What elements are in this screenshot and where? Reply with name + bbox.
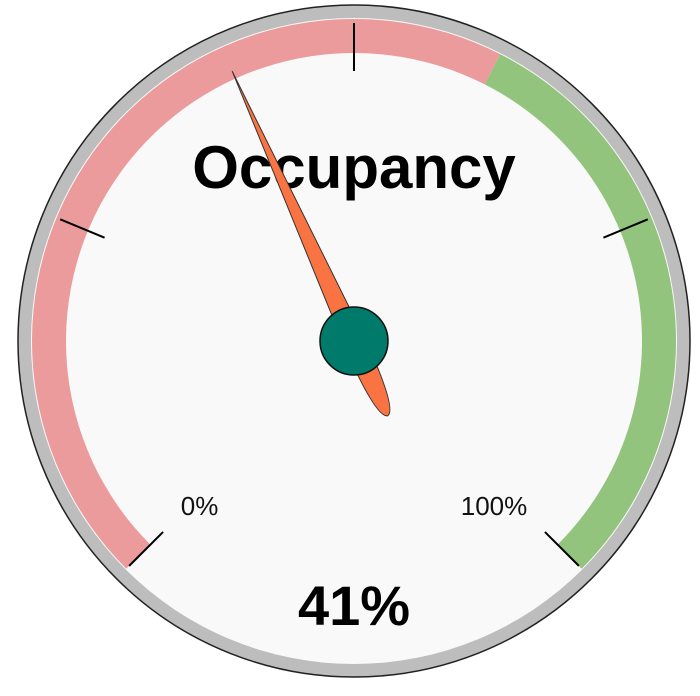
tick-mark <box>544 531 580 567</box>
tick-mark <box>128 531 164 567</box>
gauge-band <box>484 54 676 569</box>
tick-label: 100% <box>461 491 528 521</box>
tick-mark <box>59 218 105 239</box>
needle-hub <box>319 306 389 376</box>
value-label: 41% <box>298 574 410 637</box>
tick-label: 0% <box>181 491 219 521</box>
tick-mark <box>603 218 649 239</box>
chart-title: Occupancy <box>192 134 516 201</box>
